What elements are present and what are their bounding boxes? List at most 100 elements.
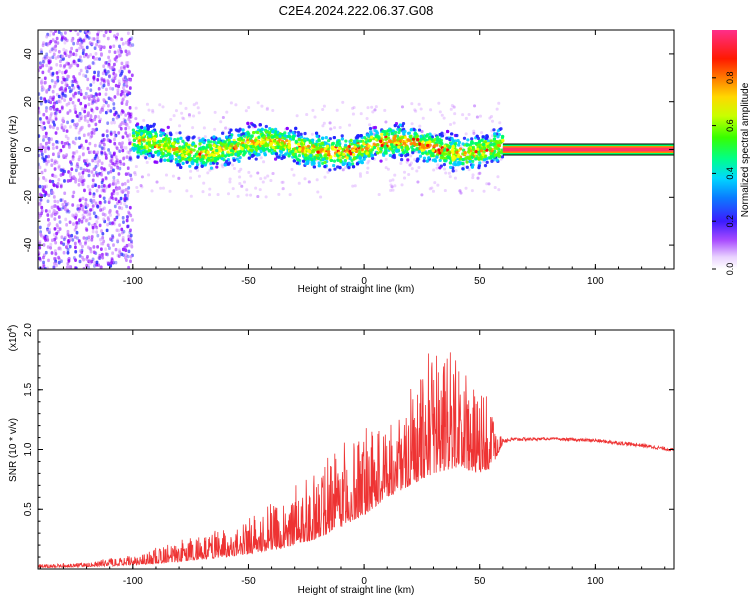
spectrogram-cell bbox=[38, 256, 42, 261]
spectrogram-cell bbox=[101, 108, 105, 113]
spectrogram-cell bbox=[107, 148, 111, 152]
spectrogram-cell bbox=[40, 211, 43, 216]
spectrogram-cell bbox=[490, 114, 494, 118]
spectrogram-cell bbox=[266, 174, 270, 178]
spectrogram-x-axis: -100 -50 0 50 100 bbox=[39, 30, 666, 287]
spectrogram-cell bbox=[113, 217, 117, 222]
spectrogram-cell bbox=[485, 160, 489, 164]
spectrogram-cell bbox=[485, 134, 489, 138]
spectrogram-cell bbox=[161, 151, 165, 156]
spectrogram-x-tick-label: 0 bbox=[361, 276, 367, 287]
spectrogram-cell bbox=[87, 31, 91, 35]
spectrogram-cell bbox=[53, 111, 57, 116]
spectrogram-cell bbox=[86, 203, 90, 208]
spectrogram-cell bbox=[60, 57, 64, 62]
spectrogram-cell bbox=[399, 153, 404, 158]
spectrogram-cell bbox=[51, 179, 55, 184]
spectrogram-cell bbox=[89, 135, 93, 140]
spectrogram-cell bbox=[63, 125, 67, 129]
spectrogram-cell bbox=[113, 120, 116, 125]
spectrogram-cell bbox=[87, 123, 91, 128]
spectrogram-cell bbox=[124, 126, 128, 131]
spectrogram-cell bbox=[106, 222, 109, 227]
spectrogram-cell bbox=[389, 183, 393, 187]
spectrogram-cell bbox=[57, 30, 61, 34]
spectrogram-cell bbox=[60, 96, 64, 100]
spectrogram-cell bbox=[120, 37, 124, 42]
spectrogram-cell bbox=[326, 170, 330, 174]
spectrogram-cell bbox=[45, 34, 49, 39]
spectrogram-cell bbox=[77, 98, 81, 103]
spectrogram-cell bbox=[271, 171, 275, 175]
spectrogram-cell bbox=[79, 92, 83, 97]
spectrogram-cell bbox=[490, 149, 494, 153]
spectrogram-cell bbox=[168, 189, 172, 193]
spectrogram-cell bbox=[70, 46, 73, 51]
spectrogram-cell bbox=[227, 192, 231, 196]
spectrogram-cell bbox=[75, 230, 79, 235]
spectrogram-cell bbox=[81, 196, 85, 201]
spectrogram-cell bbox=[185, 160, 189, 164]
spectrogram-cell bbox=[150, 189, 154, 193]
spectrogram-cell bbox=[113, 130, 117, 135]
spectrogram-cell bbox=[73, 241, 77, 246]
spectrogram-cell bbox=[54, 30, 57, 33]
spectrogram-cell bbox=[120, 144, 123, 148]
spectrogram-cell bbox=[191, 126, 195, 130]
spectrogram-cell bbox=[46, 245, 50, 249]
spectrogram-cell bbox=[65, 223, 69, 227]
spectrogram-cell bbox=[71, 100, 75, 105]
spectrogram-cell bbox=[373, 125, 378, 130]
spectrogram-cell bbox=[70, 233, 74, 238]
spectrogram-cell bbox=[436, 163, 440, 167]
spectrogram-cell bbox=[79, 42, 82, 47]
spectrogram-cell bbox=[46, 159, 50, 164]
spectrogram-cell bbox=[114, 73, 118, 78]
spectrogram-cell bbox=[428, 132, 432, 136]
spectrogram-cell bbox=[96, 160, 100, 164]
spectrogram-cell bbox=[348, 123, 352, 127]
spectrogram-cell bbox=[231, 163, 235, 167]
spectrogram-cell bbox=[258, 188, 262, 192]
spectrogram-cell bbox=[140, 145, 144, 149]
spectrogram-cell bbox=[96, 77, 100, 82]
spectrogram-cell bbox=[481, 135, 485, 139]
spectrogram-cell bbox=[491, 119, 495, 123]
spectrogram-cell bbox=[63, 64, 66, 68]
spectrogram-cell bbox=[86, 212, 90, 217]
spectrogram-cell bbox=[122, 162, 126, 167]
spectrogram-cell bbox=[201, 145, 205, 149]
spectrogram-cell bbox=[228, 146, 232, 150]
spectrogram-cell bbox=[470, 165, 475, 169]
spectrogram-cell bbox=[42, 263, 46, 267]
spectrogram-cell bbox=[464, 132, 468, 136]
spectrogram-cell bbox=[43, 193, 47, 198]
spectrogram-cell bbox=[96, 96, 100, 101]
spectrogram-cell bbox=[51, 89, 55, 94]
spectrogram-cell bbox=[129, 177, 133, 182]
spectrogram-cell bbox=[82, 257, 86, 262]
spectrogram-cell bbox=[50, 163, 54, 168]
spectrogram-cell bbox=[52, 208, 56, 213]
spectrogram-cell bbox=[101, 255, 105, 260]
spectrogram-cell bbox=[72, 175, 76, 179]
spectrogram-cell bbox=[198, 139, 202, 143]
spectrogram-cell bbox=[42, 176, 45, 180]
spectrogram-cell bbox=[239, 150, 243, 154]
spectrogram-cell bbox=[270, 135, 275, 139]
spectrogram-cell bbox=[112, 106, 116, 111]
spectrogram-cell bbox=[402, 141, 407, 145]
spectrogram-cell bbox=[56, 126, 59, 131]
spectrogram-cell bbox=[107, 62, 111, 67]
spectrogram-cell bbox=[496, 129, 500, 133]
spectrogram-cell bbox=[276, 142, 280, 146]
spectrogram-cell bbox=[112, 178, 116, 183]
spectrogram-cell bbox=[279, 146, 283, 151]
spectrogram-cell bbox=[453, 160, 457, 164]
spectrogram-cell bbox=[265, 107, 269, 111]
spectrogram-cell bbox=[102, 103, 106, 108]
spectrogram-cell bbox=[482, 158, 487, 162]
spectrogram-cell bbox=[94, 201, 98, 206]
spectrogram-cell bbox=[310, 132, 314, 136]
spectrogram-cell bbox=[178, 147, 182, 151]
